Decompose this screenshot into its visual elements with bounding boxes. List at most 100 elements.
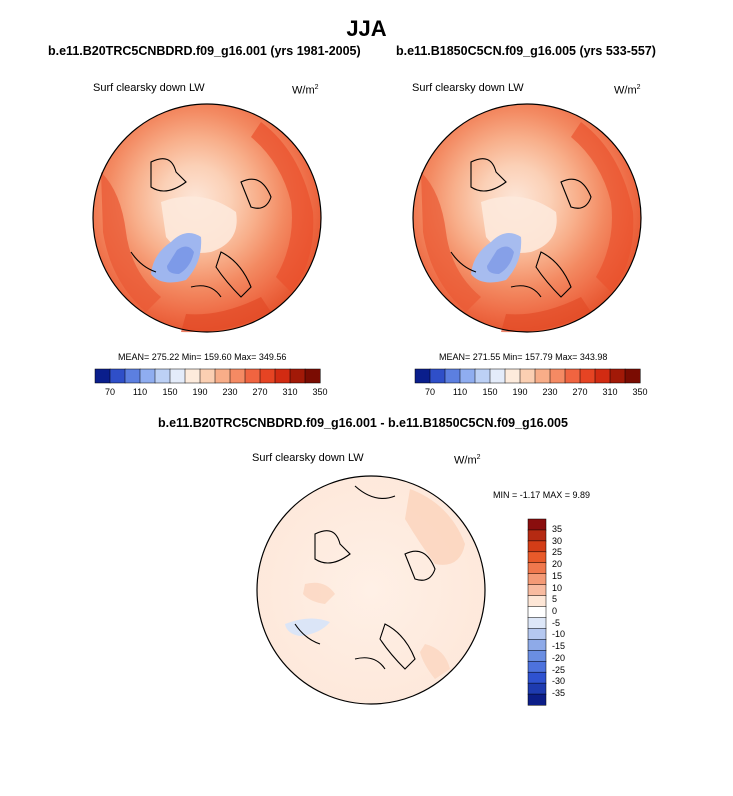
panel-1-case-title: b.e11.B20TRC5CNBDRD.f09_g16.001 (yrs 198…: [48, 44, 361, 58]
colorbar-swatch: [527, 606, 547, 619]
colorbar-swatch: [527, 551, 547, 564]
colorbar-tick-label: -35: [552, 688, 566, 699]
panel-1-colorbar-labels: 70 110 150 190 230 270 310 350: [95, 387, 328, 399]
panel-2-case-title: b.e11.B1850C5CN.f09_g16.005 (yrs 533-557…: [396, 44, 656, 58]
colorbar-swatch: [139, 368, 156, 384]
colorbar-swatch: [304, 368, 321, 384]
colorbar-swatch: [527, 573, 547, 586]
figure-title: JJA: [346, 16, 387, 41]
colorbar-swatch: [527, 628, 547, 640]
diff-variable-label: Surf clearsky down LW: [252, 452, 364, 464]
diff-colorbar: [527, 518, 547, 706]
colorbar-tick-label: -25: [552, 664, 566, 675]
colorbar-tick-label: -20: [552, 652, 566, 663]
colorbar-swatch: [184, 368, 201, 384]
colorbar-tick-label: 190: [192, 387, 208, 397]
colorbar-tick-label: 70: [104, 387, 115, 397]
colorbar-swatch: [527, 518, 547, 531]
colorbar-tick-label: 110: [452, 387, 468, 397]
panel-2-variable-label: Surf clearsky down LW: [412, 82, 524, 94]
colorbar-tick-label: 270: [572, 387, 588, 397]
colorbar-swatch: [244, 368, 261, 384]
panel-1-units-label: W/m2: [292, 84, 319, 97]
colorbar-swatch: [527, 595, 547, 608]
colorbar-tick-label: 110: [132, 387, 148, 397]
colorbar-swatch: [534, 368, 551, 384]
colorbar-swatch: [527, 639, 547, 651]
colorbar-tick-label: 230: [222, 387, 238, 397]
colorbar-tick-label: 230: [542, 387, 558, 397]
colorbar-tick-label: 310: [602, 387, 618, 397]
panel-2-polar-map: [412, 103, 642, 333]
colorbar-swatch: [274, 368, 291, 384]
colorbar-tick-label: 190: [512, 387, 528, 397]
colorbar-tick-label: 150: [482, 387, 498, 397]
colorbar-swatch: [624, 368, 641, 384]
diff-colorbar-labels: 35 30 25 20 15 10 5 0 -5 -10 -15 -20 -25 -30 -35: [552, 519, 592, 705]
diff-polar-map: [256, 475, 486, 705]
colorbar-swatch: [229, 368, 246, 384]
colorbar-swatch: [564, 368, 581, 384]
colorbar-swatch: [444, 368, 461, 384]
colorbar-tick-label: -15: [552, 641, 566, 652]
colorbar-swatch: [519, 368, 536, 384]
panel-2-stats: MEAN= 271.55 Min= 157.79 Max= 343.98: [439, 352, 608, 362]
colorbar-tick-label: 0: [552, 606, 558, 616]
panel-2-colorbar-labels: 70 110 150 190 230 270 310 350: [415, 387, 648, 399]
colorbar-swatch: [527, 650, 547, 662]
colorbar-tick-label: -5: [552, 617, 561, 628]
colorbar-swatch: [527, 562, 547, 575]
panel-2-colorbar: [414, 368, 641, 384]
diff-stats: MIN = -1.17 MAX = 9.89: [493, 490, 591, 500]
colorbar-swatch: [169, 368, 186, 384]
colorbar-tick-label: 20: [552, 559, 563, 570]
colorbar-tick-label: 270: [252, 387, 268, 397]
colorbar-tick-label: 15: [552, 570, 563, 581]
colorbar-swatch: [527, 671, 547, 684]
colorbar-swatch: [109, 368, 126, 384]
colorbar-swatch: [609, 368, 626, 384]
colorbar-swatch: [527, 540, 547, 553]
colorbar-tick-label: 70: [424, 387, 435, 397]
colorbar-swatch: [94, 368, 111, 384]
diff-units-label: W/m2: [454, 454, 481, 467]
colorbar-swatch: [214, 368, 231, 384]
colorbar-tick-label: 5: [552, 594, 558, 605]
colorbar-tick-label: 350: [312, 387, 328, 397]
colorbar-swatch: [259, 368, 276, 384]
diff-case-title: b.e11.B20TRC5CNBDRD.f09_g16.001 - b.e11.…: [158, 416, 568, 430]
colorbar-swatch: [504, 368, 521, 384]
panel-1-colorbar: [94, 368, 321, 384]
colorbar-swatch: [474, 368, 491, 384]
colorbar-swatch: [459, 368, 476, 384]
colorbar-tick-label: 30: [552, 535, 563, 546]
panel-1-polar-map: [92, 103, 322, 333]
colorbar-tick-label: 310: [282, 387, 298, 397]
colorbar-swatch: [429, 368, 446, 384]
colorbar-tick-label: 10: [552, 582, 563, 593]
colorbar-swatch: [154, 368, 171, 384]
colorbar-swatch: [289, 368, 306, 384]
panel-1-stats: MEAN= 275.22 Min= 159.60 Max= 349.56: [118, 352, 287, 362]
colorbar-swatch: [489, 368, 506, 384]
colorbar-swatch: [527, 682, 547, 695]
colorbar-tick-label: 25: [552, 547, 563, 558]
colorbar-swatch: [527, 584, 547, 597]
colorbar-tick-label: -10: [552, 629, 566, 640]
colorbar-swatch: [124, 368, 141, 384]
colorbar-tick-label: 350: [632, 387, 648, 397]
panel-2-units-label: W/m2: [614, 84, 641, 97]
panel-1-variable-label: Surf clearsky down LW: [93, 82, 205, 94]
colorbar-tick-label: 35: [552, 523, 563, 534]
colorbar-swatch: [199, 368, 216, 384]
colorbar-swatch: [527, 617, 547, 629]
colorbar-swatch: [594, 368, 611, 384]
colorbar-swatch: [414, 368, 431, 384]
colorbar-tick-label: 150: [162, 387, 178, 397]
colorbar-swatch: [527, 660, 547, 673]
colorbar-swatch: [527, 529, 547, 542]
colorbar-swatch: [579, 368, 596, 384]
colorbar-swatch: [527, 693, 547, 706]
colorbar-tick-label: -30: [552, 676, 566, 687]
colorbar-swatch: [549, 368, 566, 384]
